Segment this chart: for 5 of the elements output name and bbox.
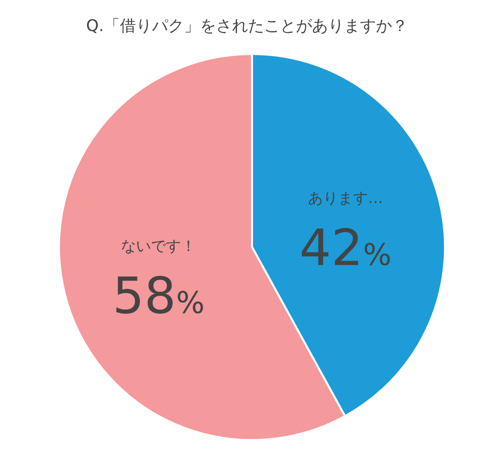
data-label: 42% <box>299 219 392 277</box>
data-label: 58% <box>112 267 205 325</box>
slice-label: あります… <box>308 189 383 207</box>
chart-title: Q.「借りパク」をされたことがありますか？ <box>85 16 409 37</box>
slice-label: ないです！ <box>121 237 196 255</box>
